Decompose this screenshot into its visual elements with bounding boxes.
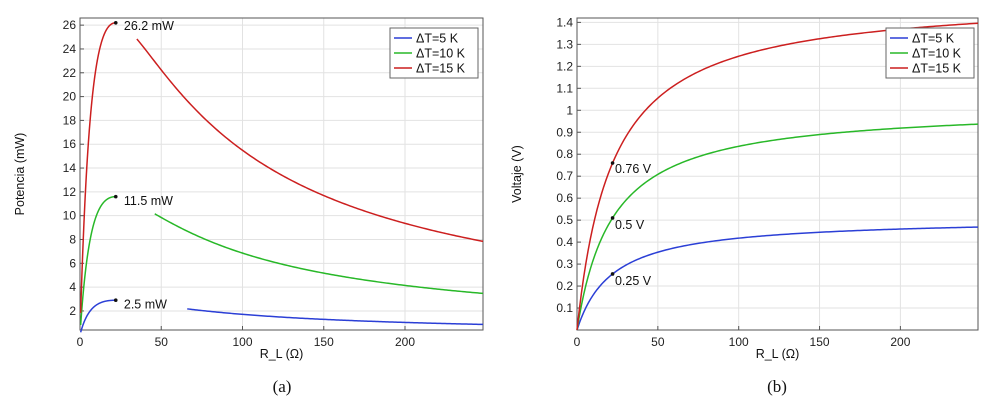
peak-marker bbox=[610, 161, 615, 165]
y-tick-label: 0.6 bbox=[556, 191, 573, 205]
y-tick-label: 24 bbox=[63, 42, 77, 56]
x-tick-label: 100 bbox=[232, 335, 252, 349]
y-tick-label: 0.4 bbox=[556, 235, 573, 249]
y-tick-label: 10 bbox=[63, 209, 77, 223]
y-tick-label: 0.2 bbox=[556, 279, 573, 293]
y-tick-label: 1.1 bbox=[556, 81, 573, 95]
y-tick-label: 22 bbox=[63, 66, 77, 80]
peak-marker bbox=[610, 216, 615, 220]
y-tick-label: 0.3 bbox=[556, 257, 573, 271]
x-axis-label: R_L (Ω) bbox=[756, 347, 800, 361]
legend-label: ΔT=15 K bbox=[912, 62, 962, 76]
x-tick-label: 150 bbox=[810, 335, 830, 349]
x-tick-label: 150 bbox=[314, 335, 334, 349]
x-tick-label: 200 bbox=[890, 335, 910, 349]
data-annotation: 0.25 V bbox=[615, 274, 652, 288]
data-annotation: 2.5 mW bbox=[124, 298, 167, 312]
legend: ΔT=5 KΔT=10 KΔT=15 K bbox=[389, 27, 479, 79]
data-annotation: 0.5 V bbox=[615, 218, 645, 232]
peak-marker bbox=[610, 272, 615, 276]
plot-frame bbox=[576, 17, 979, 331]
legend-label: ΔT=10 K bbox=[912, 47, 962, 61]
x-tick-label: 0 bbox=[574, 335, 581, 349]
y-tick-label: 16 bbox=[63, 137, 77, 151]
series-line-0 bbox=[187, 308, 484, 326]
plot-frame bbox=[79, 17, 484, 331]
x-tick-label: 200 bbox=[395, 335, 415, 349]
series-line-2 bbox=[79, 22, 118, 313]
y-tick-label: 1.3 bbox=[556, 37, 573, 51]
legend-label: ΔT=5 K bbox=[912, 32, 955, 46]
x-axis-label: R_L (Ω) bbox=[260, 347, 304, 361]
peak-marker bbox=[113, 298, 118, 303]
x-tick-label: 50 bbox=[155, 335, 169, 349]
chart-caption: (b) bbox=[767, 377, 787, 396]
y-tick-label: 14 bbox=[63, 161, 77, 175]
peak-marker bbox=[113, 20, 118, 25]
legend-label: ΔT=10 K bbox=[416, 47, 466, 61]
series-line-1 bbox=[154, 213, 484, 295]
y-tick-label: 12 bbox=[63, 185, 77, 199]
data-annotation: 26.2 mW bbox=[124, 19, 174, 33]
y-tick-label: 1.4 bbox=[556, 15, 573, 29]
y-tick-label: 0.9 bbox=[556, 125, 573, 139]
y-tick-label: 0.5 bbox=[556, 213, 573, 227]
chart-caption: (a) bbox=[273, 377, 292, 396]
series-line-0 bbox=[576, 226, 979, 331]
y-tick-label: 26 bbox=[63, 18, 77, 32]
y-tick-label: 6 bbox=[69, 256, 76, 270]
legend-label: ΔT=5 K bbox=[416, 32, 459, 46]
y-tick-label: 0.8 bbox=[556, 147, 573, 161]
chart-b: 0 50 100 150 200 0.1 0.2 0.3 0.4 0.5 0.6 0.7 0.8 0.9 1… bbox=[510, 15, 979, 396]
legend: ΔT=5 KΔT=10 KΔT=15 K bbox=[885, 27, 975, 79]
series-line-2 bbox=[136, 38, 484, 243]
y-tick-label: 20 bbox=[63, 90, 77, 104]
y-tick-label: 4 bbox=[69, 280, 76, 294]
x-tick-label: 0 bbox=[77, 335, 84, 349]
y-tick-label: 8 bbox=[69, 232, 76, 246]
y-tick-label: 18 bbox=[63, 113, 77, 127]
y-axis-label: Voltaje (V) bbox=[510, 145, 524, 203]
x-tick-label: 50 bbox=[651, 335, 665, 349]
y-axis-label: Potencia (mW) bbox=[13, 133, 27, 216]
grid bbox=[79, 18, 483, 330]
y-tick-label: 1.2 bbox=[556, 59, 573, 73]
series-line-1 bbox=[79, 195, 118, 326]
peak-marker bbox=[113, 194, 118, 199]
x-tick-label: 100 bbox=[729, 335, 749, 349]
data-annotation: 0.76 V bbox=[615, 162, 652, 176]
series-line-1 bbox=[576, 123, 979, 331]
y-tick-label: 0.7 bbox=[556, 169, 573, 183]
series-line-0 bbox=[79, 299, 118, 333]
y-tick-label: 1 bbox=[566, 103, 573, 117]
data-annotation: 11.5 mW bbox=[124, 194, 173, 208]
y-tick-label: 2 bbox=[69, 304, 76, 318]
y-tick-label: 0.1 bbox=[556, 301, 573, 315]
legend-label: ΔT=15 K bbox=[416, 62, 466, 76]
